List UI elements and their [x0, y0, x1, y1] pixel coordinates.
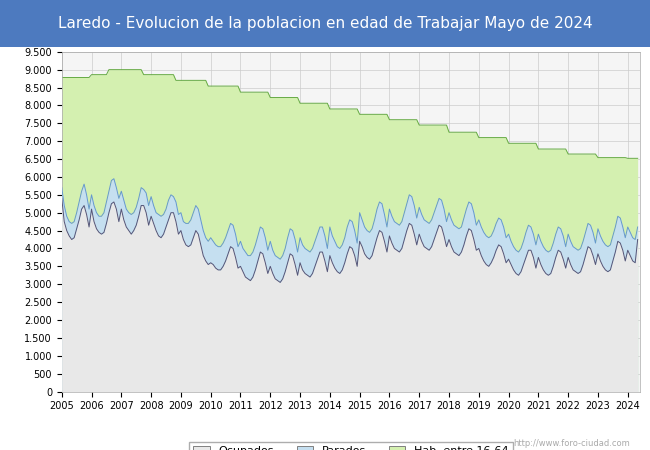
- Text: http://www.foro-ciudad.com: http://www.foro-ciudad.com: [514, 439, 630, 448]
- Text: Laredo - Evolucion de la poblacion en edad de Trabajar Mayo de 2024: Laredo - Evolucion de la poblacion en ed…: [58, 16, 592, 31]
- Legend: Ocupados, Parados, Hab. entre 16-64: Ocupados, Parados, Hab. entre 16-64: [188, 442, 514, 450]
